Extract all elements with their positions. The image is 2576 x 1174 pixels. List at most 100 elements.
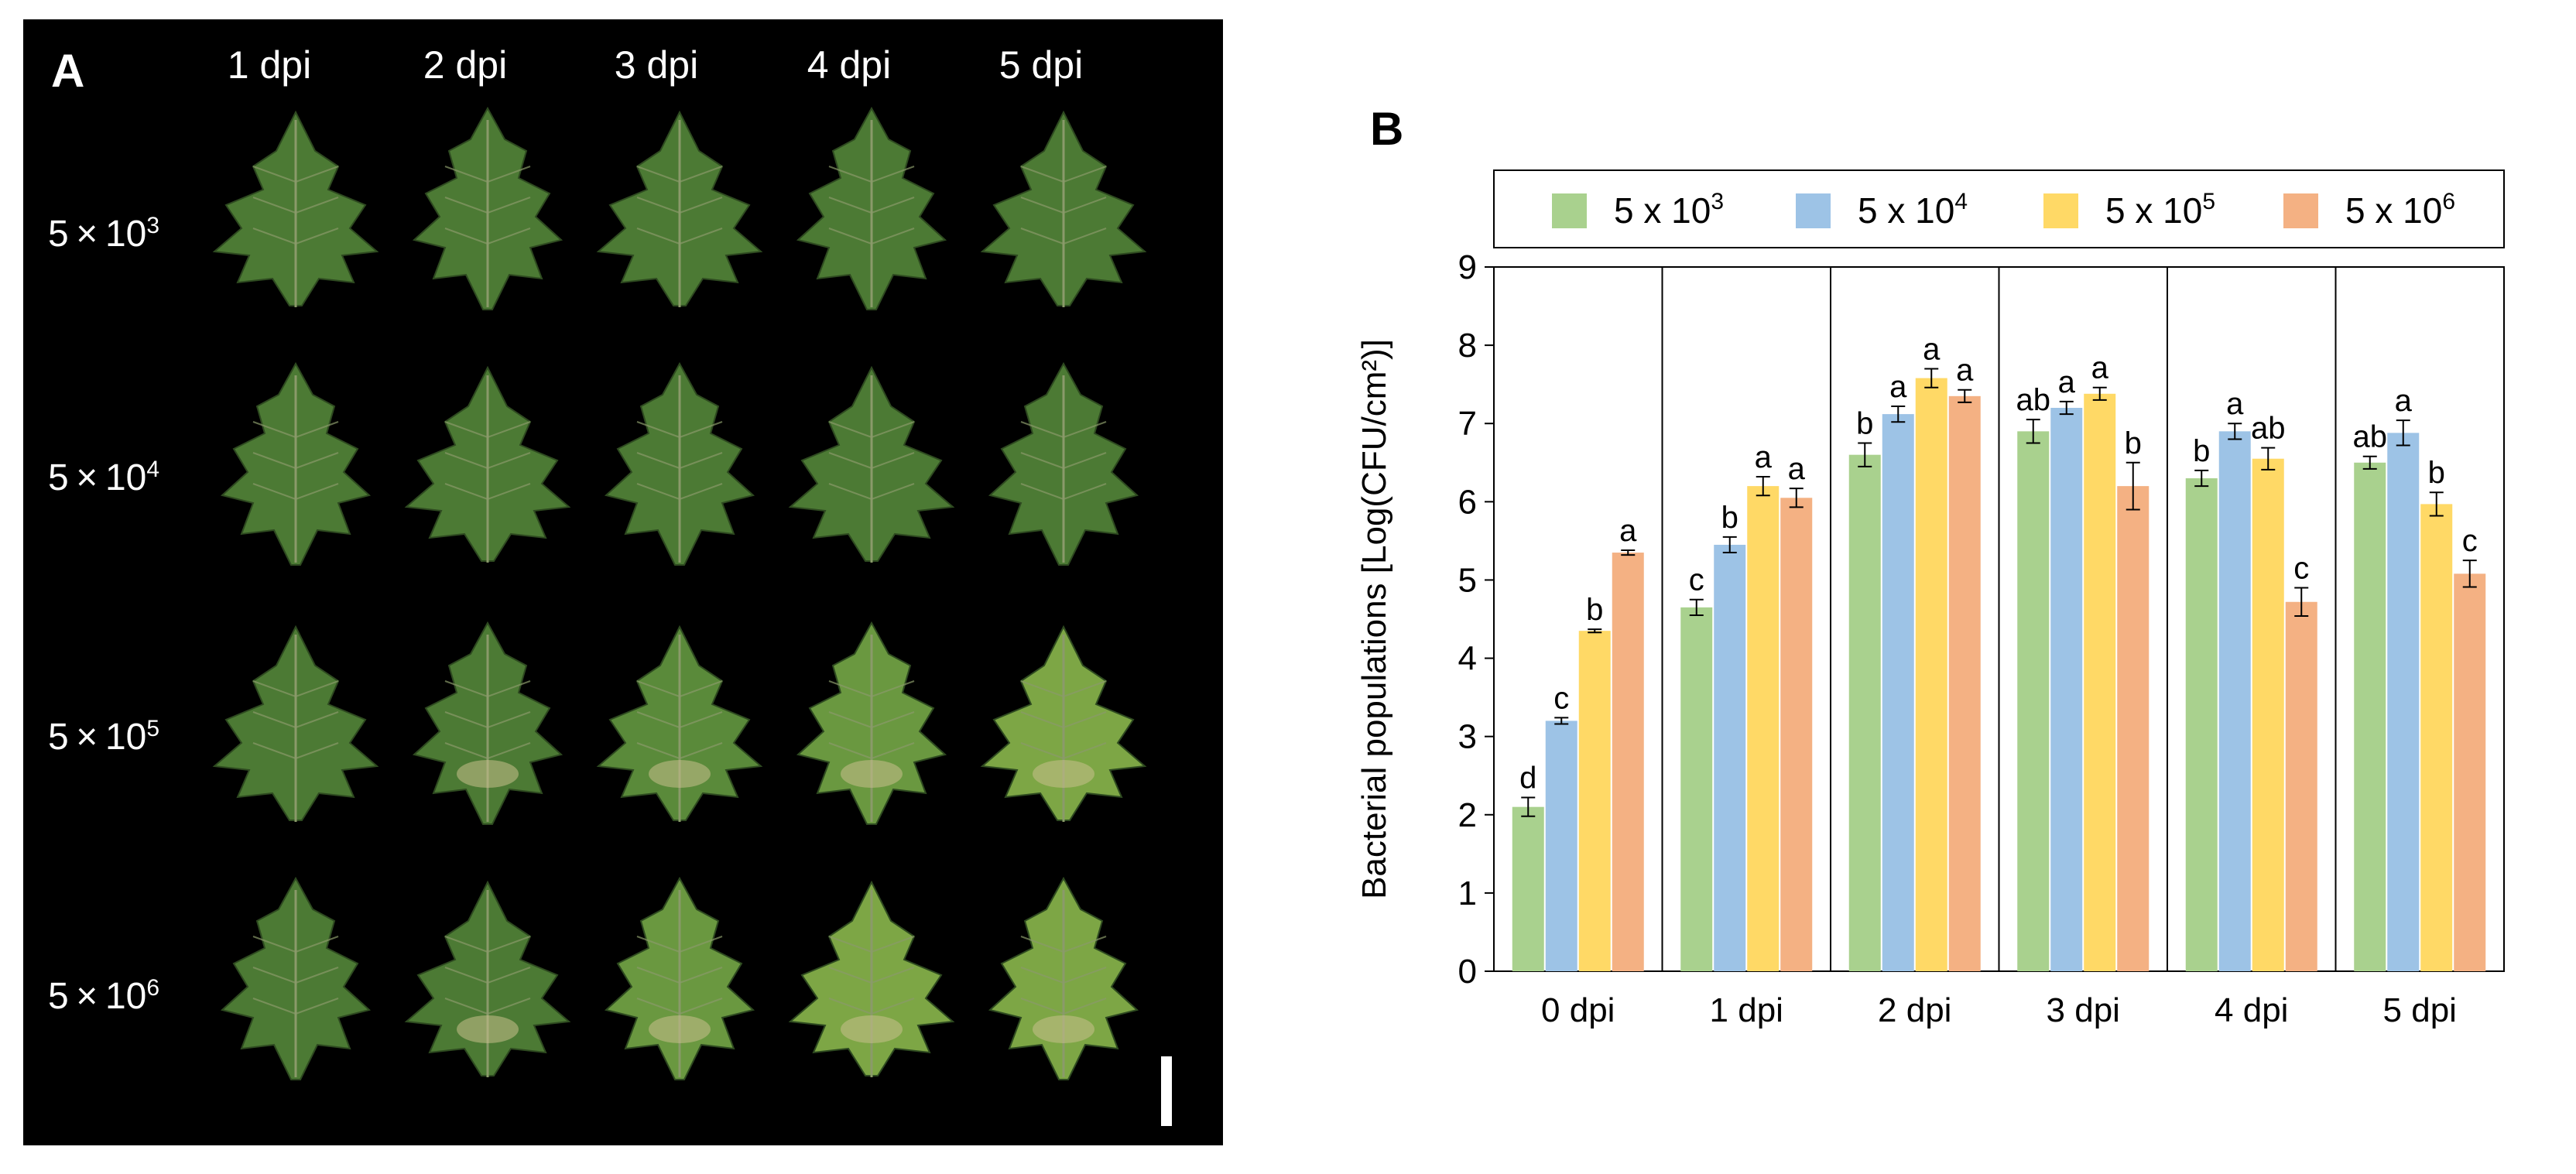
significance-letter-s2-g2: a bbox=[1889, 370, 1907, 404]
y-tick-label-3: 3 bbox=[1458, 718, 1477, 756]
row-label-5e3: 5 × 103 bbox=[48, 213, 160, 255]
leaf-r4-c3 bbox=[604, 876, 755, 1080]
column-label-2dpi: 2 dpi bbox=[423, 43, 508, 87]
significance-letter-s2-g1: b bbox=[1721, 501, 1738, 535]
significance-letter-s3-g4: ab bbox=[2251, 412, 2286, 446]
bar-s4-g5 bbox=[2454, 573, 2486, 971]
significance-letter-s2-g3: a bbox=[2058, 365, 2076, 399]
row-label-5e5: 5 × 105 bbox=[48, 716, 160, 758]
y-tick-label-0: 0 bbox=[1458, 953, 1477, 991]
panel-a-leaf-photo: A 1 dpi 2 dpi 3 dpi 4 dpi 5 dpi 5 × 103 … bbox=[23, 19, 1223, 1145]
significance-letter-s2-g0: c bbox=[1553, 681, 1569, 715]
significance-letter-s2-g5: a bbox=[2395, 384, 2413, 418]
panel-a-letter: A bbox=[51, 45, 85, 97]
bar-s3-g1 bbox=[1747, 486, 1780, 971]
significance-letter-s1-g0: d bbox=[1519, 762, 1536, 796]
significance-letter-s4-g4: c bbox=[2293, 552, 2309, 586]
panel-b-letter: B bbox=[1370, 103, 1404, 155]
bar-s2-g0 bbox=[1545, 720, 1577, 971]
row-label-5e6: 5 × 106 bbox=[48, 975, 160, 1017]
leaf-r1-c1 bbox=[212, 110, 379, 307]
significance-letter-s4-g2: a bbox=[1956, 354, 1974, 388]
bar-s2-g4 bbox=[2218, 431, 2251, 971]
x-tick-label-1: 1 dpi bbox=[1710, 991, 1783, 1029]
bar-s3-g3 bbox=[2084, 393, 2116, 971]
leaf-r1-c4 bbox=[796, 106, 947, 310]
significance-letter-s1-g2: b bbox=[1856, 407, 1873, 441]
bar-s4-g0 bbox=[1612, 553, 1644, 971]
legend-swatch-3 bbox=[2043, 193, 2078, 228]
significance-letter-s2-g4: a bbox=[2226, 387, 2244, 421]
significance-letter-s3-g2: a bbox=[1923, 332, 1941, 366]
legend-label-2: 5 x 104 bbox=[1858, 189, 1968, 231]
significance-letter-s4-g5: c bbox=[2462, 524, 2478, 558]
leaf-r2-c1 bbox=[220, 361, 372, 566]
bar-s1-g4 bbox=[2185, 478, 2218, 971]
x-tick-label-5: 5 dpi bbox=[2383, 991, 2457, 1029]
leaf-r3-c4 bbox=[796, 621, 947, 825]
leaf-r3-c2 bbox=[412, 621, 564, 825]
bar-s2-g3 bbox=[2050, 408, 2083, 971]
bar-s4-g2 bbox=[1948, 395, 1981, 971]
x-tick-label-3: 3 dpi bbox=[2047, 991, 2120, 1029]
leaf-r3-c1 bbox=[212, 625, 379, 822]
x-tick-label-4: 4 dpi bbox=[2215, 991, 2288, 1029]
bar-s2-g2 bbox=[1882, 414, 1914, 971]
y-tick-label-4: 4 bbox=[1458, 640, 1477, 678]
y-tick-label-9: 9 bbox=[1458, 248, 1477, 286]
legend-label-1: 5 x 103 bbox=[1614, 189, 1724, 231]
bar-s1-g0 bbox=[1512, 806, 1544, 971]
leaf-r4-c4 bbox=[788, 880, 955, 1077]
leaf-r4-c1 bbox=[220, 876, 372, 1080]
y-tick-label-5: 5 bbox=[1458, 561, 1477, 599]
legend-swatch-2 bbox=[1796, 193, 1831, 228]
leaf-r4-c2 bbox=[404, 880, 571, 1077]
significance-letter-s3-g5: b bbox=[2428, 456, 2445, 490]
significance-letter-s1-g3: ab bbox=[2016, 383, 2051, 417]
leaf-r1-c3 bbox=[596, 110, 763, 307]
significance-letter-s1-g4: b bbox=[2193, 434, 2210, 468]
bar-s4-g1 bbox=[1780, 498, 1813, 971]
y-axis-label: Bacterial populations [Log(CFU/cm²)] bbox=[1355, 339, 1393, 899]
leaf-r1-c2 bbox=[412, 106, 564, 310]
bar-s2-g5 bbox=[2387, 433, 2420, 971]
leaf-r3-c3 bbox=[596, 625, 763, 822]
bar-chart: 5 x 103 5 x 104 5 x 105 5 x 106 0 1 2 3 4 5 6 7 8 9 Ba… bbox=[1355, 169, 2505, 1029]
significance-letter-s3-g0: b bbox=[1586, 593, 1603, 627]
significance-letter-s3-g1: a bbox=[1755, 440, 1773, 474]
significance-letter-s4-g3: b bbox=[2125, 426, 2142, 460]
column-label-4dpi: 4 dpi bbox=[807, 43, 892, 87]
significance-letter-s1-g5: ab bbox=[2353, 420, 2388, 454]
x-tick-label-0: 0 dpi bbox=[1541, 991, 1615, 1029]
bar-s1-g2 bbox=[1848, 454, 1881, 971]
leaf-r1-c5 bbox=[980, 110, 1147, 307]
significance-letter-s4-g1: a bbox=[1788, 452, 1806, 486]
legend-label-4: 5 x 106 bbox=[2345, 189, 2455, 231]
column-label-3dpi: 3 dpi bbox=[614, 43, 699, 87]
bar-s1-g1 bbox=[1680, 607, 1713, 971]
legend-box bbox=[1493, 169, 2505, 248]
bar-s1-g3 bbox=[2017, 431, 2050, 971]
bar-s1-g5 bbox=[2354, 462, 2386, 971]
significance-letter-s1-g1: c bbox=[1689, 563, 1704, 597]
scale-bar bbox=[1161, 1056, 1172, 1126]
bar-s4-g3 bbox=[2117, 486, 2150, 971]
column-label-5dpi: 5 dpi bbox=[999, 43, 1084, 87]
y-tick-label-8: 8 bbox=[1458, 327, 1477, 365]
legend-label-3: 5 x 105 bbox=[2105, 189, 2215, 231]
significance-letter-s3-g3: a bbox=[2091, 351, 2109, 385]
bar-s3-g0 bbox=[1578, 631, 1611, 971]
legend-swatch-1 bbox=[1552, 193, 1587, 228]
legend: 5 x 103 5 x 104 5 x 105 5 x 106 bbox=[1493, 169, 2505, 248]
y-tick-label-7: 7 bbox=[1458, 405, 1477, 443]
y-tick-label-6: 6 bbox=[1458, 483, 1477, 521]
legend-swatch-4 bbox=[2283, 193, 2318, 228]
bar-s3-g4 bbox=[2252, 458, 2284, 971]
leaf-r2-c4 bbox=[788, 365, 955, 563]
leaf-r4-c5 bbox=[988, 876, 1139, 1080]
bar-s4-g4 bbox=[2285, 601, 2317, 971]
significance-letter-s4-g0: a bbox=[1619, 514, 1637, 548]
column-label-1dpi: 1 dpi bbox=[227, 43, 312, 87]
x-tick-label-2: 2 dpi bbox=[1878, 991, 1951, 1029]
leaf-r2-c5 bbox=[988, 361, 1139, 566]
